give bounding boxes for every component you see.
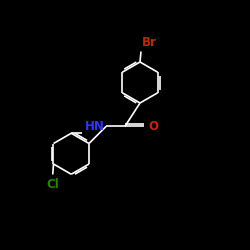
Text: HN: HN bbox=[84, 120, 104, 133]
Text: Br: Br bbox=[142, 36, 157, 49]
Text: Cl: Cl bbox=[46, 178, 59, 190]
Text: O: O bbox=[148, 120, 158, 133]
